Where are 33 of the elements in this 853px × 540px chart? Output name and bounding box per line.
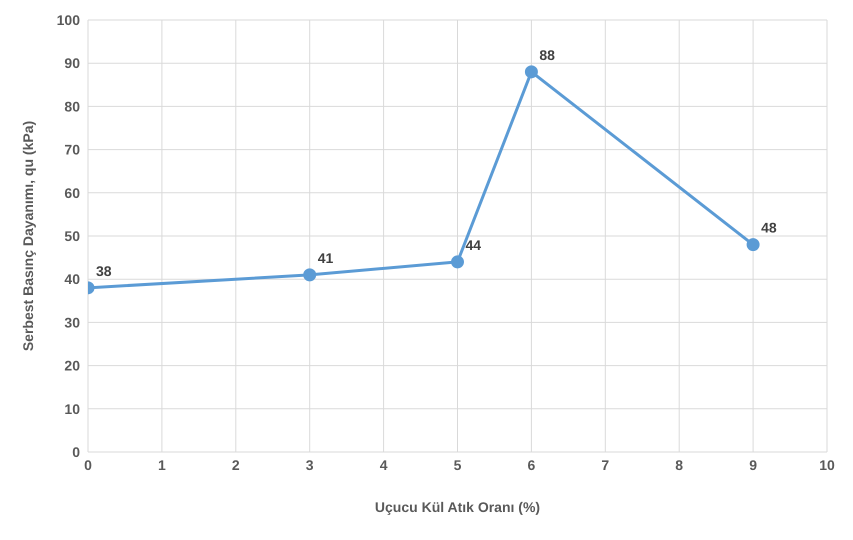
- x-tick-label: 9: [749, 456, 758, 473]
- x-axis-title: Uçucu Kül Atık Oranı (%): [374, 499, 540, 515]
- point: [303, 268, 316, 282]
- x-tick-label: 5: [454, 456, 462, 473]
- point: [451, 255, 464, 268]
- x-tick-label: 6: [528, 456, 536, 473]
- y-tick-label: 100: [56, 12, 80, 28]
- y-tick-label: 40: [64, 271, 80, 288]
- data-label: 44: [466, 236, 482, 253]
- y-axis-title: Serbest Basınç Dayanımı, qu (kPa): [20, 120, 36, 352]
- x-tick-label: 10: [819, 456, 835, 473]
- y-tick-label: 10: [64, 400, 80, 417]
- y-tick-label: 90: [64, 55, 80, 72]
- point: [746, 238, 760, 252]
- x-tick-label: 1: [158, 456, 166, 473]
- x-tick-label: 0: [84, 456, 92, 473]
- x-tick-label: 7: [601, 456, 610, 473]
- y-tick-label: 30: [64, 314, 80, 330]
- y-tick-label: 60: [64, 184, 80, 201]
- y-tick-label: 20: [64, 358, 80, 374]
- data-label: 48: [761, 220, 777, 236]
- y-tick-label: 80: [64, 98, 80, 114]
- x-tick-label: 8: [675, 456, 684, 473]
- data-label: 88: [539, 46, 556, 63]
- x-tick-label: 4: [380, 456, 388, 473]
- y-tick-label: 0: [72, 444, 80, 460]
- point: [524, 65, 538, 78]
- data-label: 41: [318, 250, 334, 266]
- y-tick-label: 70: [64, 142, 80, 158]
- x-tick-label: 2: [232, 456, 240, 473]
- data-label: 38: [96, 262, 112, 279]
- x-tick-label: 3: [306, 456, 314, 473]
- y-tick-label: 50: [64, 228, 80, 244]
